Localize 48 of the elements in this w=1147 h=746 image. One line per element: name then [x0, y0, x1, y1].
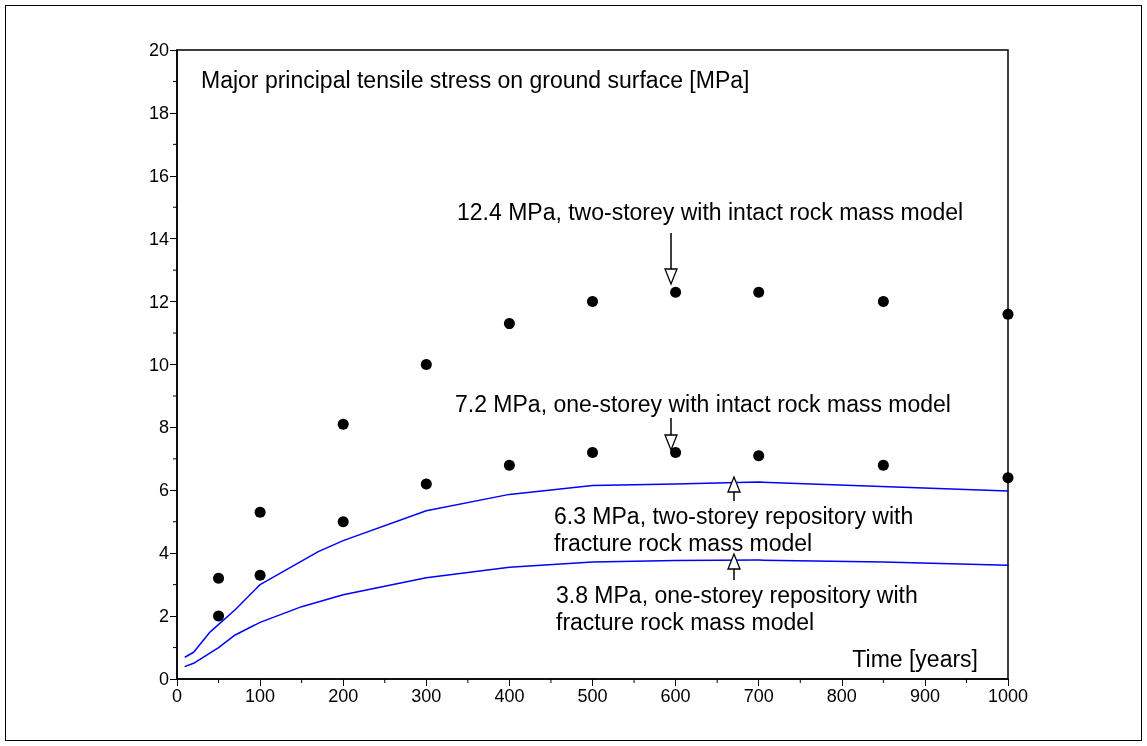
y-tick-label: 20: [148, 40, 169, 60]
point: [213, 572, 225, 584]
x-axis-title: Time [years]: [852, 645, 978, 672]
point: [213, 610, 225, 622]
point: [1002, 472, 1014, 484]
annotation: 3.8 MPa, one-storey repository with fracture rock mass model: [556, 581, 925, 635]
point: [420, 478, 432, 490]
point: [254, 506, 266, 518]
x-tick-label: 0: [171, 686, 183, 706]
point: [337, 516, 349, 528]
point: [753, 286, 765, 298]
x-tick-label: 800: [826, 686, 857, 706]
point: [420, 359, 432, 370]
point: [670, 286, 682, 298]
y-tick-label: 14: [148, 228, 169, 249]
x-tick-label: 400: [494, 686, 525, 706]
y-tick-label: 0: [158, 669, 169, 689]
y-axis-title: Major principal tensile stress on ground surface [MPa]: [201, 66, 750, 93]
point: [877, 459, 889, 471]
y-tick-label: 8: [158, 417, 169, 438]
x-tick-label: 200: [328, 686, 359, 706]
point: [670, 447, 682, 459]
annotation: 12.4 MPa, two-storey with intact rock mass model: [457, 198, 964, 225]
y-tick-label: 16: [148, 165, 169, 186]
y-tick-label: 12: [148, 291, 169, 312]
point: [1002, 308, 1014, 320]
point: [503, 318, 515, 330]
x-tick-label: 900: [909, 686, 940, 706]
x-tick-label: 500: [577, 686, 608, 706]
y-tick-label: 10: [148, 354, 169, 375]
point: [753, 450, 765, 462]
x-tick-label: 600: [660, 686, 691, 706]
x-tick-label: 1000: [987, 686, 1029, 706]
point: [503, 459, 515, 471]
annotation: 7.2 MPa, one-storey with intact rock mass model: [455, 390, 951, 417]
point: [337, 418, 349, 430]
point: [877, 296, 889, 308]
x-tick-label: 700: [743, 686, 774, 706]
point: [254, 569, 266, 581]
x-tick-label: 100: [245, 686, 276, 706]
y-tick-label: 2: [158, 606, 169, 627]
annotation: 6.3 MPa, two-storey repository with fracture rock mass model: [554, 502, 920, 556]
x-tick-label: 300: [411, 686, 442, 706]
y-tick-label: 4: [158, 543, 169, 564]
y-tick-label: 18: [148, 102, 169, 123]
y-tick-label: 6: [158, 480, 169, 501]
point: [587, 447, 598, 459]
point: [587, 296, 598, 308]
